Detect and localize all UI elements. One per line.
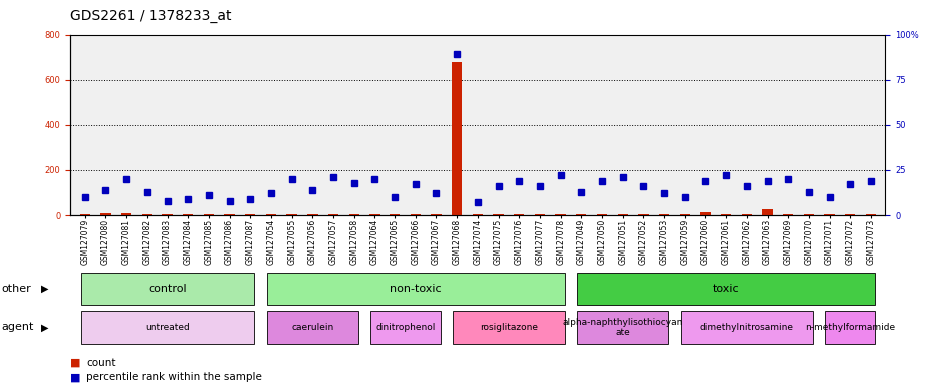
Bar — [266, 214, 276, 215]
Bar — [453, 311, 564, 344]
Text: ▶: ▶ — [41, 322, 49, 333]
Bar — [369, 214, 379, 215]
Bar — [286, 214, 297, 215]
Text: control: control — [148, 284, 186, 294]
Text: count: count — [86, 358, 115, 368]
Bar — [762, 209, 772, 215]
Bar — [100, 213, 110, 215]
Text: toxic: toxic — [712, 284, 739, 294]
Bar — [451, 62, 461, 215]
Bar — [825, 311, 874, 344]
Bar — [803, 214, 813, 215]
Bar — [514, 214, 524, 215]
Bar — [348, 214, 358, 215]
Text: caerulein: caerulein — [291, 323, 333, 332]
Bar — [555, 214, 565, 215]
Text: ▶: ▶ — [41, 284, 49, 294]
Bar — [679, 214, 689, 215]
Bar — [162, 214, 172, 215]
Bar — [680, 311, 812, 344]
Bar — [534, 214, 545, 215]
Bar — [844, 214, 855, 215]
Bar — [577, 273, 874, 305]
Bar — [431, 214, 441, 215]
Bar — [410, 214, 420, 215]
Text: other: other — [2, 284, 32, 294]
Text: n-methylformamide: n-methylformamide — [804, 323, 895, 332]
Bar — [699, 212, 709, 215]
Bar — [80, 273, 255, 305]
Bar — [141, 214, 152, 215]
Text: non-toxic: non-toxic — [389, 284, 441, 294]
Bar — [472, 214, 483, 215]
Text: untreated: untreated — [145, 323, 190, 332]
Bar — [328, 214, 338, 215]
Bar — [80, 214, 90, 215]
Text: ■: ■ — [70, 372, 80, 382]
Bar — [576, 214, 586, 215]
Text: alpha-naphthylisothiocyan
ate: alpha-naphthylisothiocyan ate — [562, 318, 682, 337]
Bar — [617, 214, 627, 215]
Bar — [225, 214, 235, 215]
Text: rosiglitazone: rosiglitazone — [479, 323, 537, 332]
Text: dimethylnitrosamine: dimethylnitrosamine — [699, 323, 793, 332]
Bar — [267, 273, 564, 305]
Bar — [824, 214, 834, 215]
Text: ■: ■ — [70, 358, 80, 368]
Bar — [493, 214, 504, 215]
Bar — [245, 214, 256, 215]
Bar — [658, 214, 668, 215]
Bar — [80, 311, 255, 344]
Text: dinitrophenol: dinitrophenol — [374, 323, 435, 332]
Bar — [720, 214, 730, 215]
Bar — [183, 214, 193, 215]
Bar — [577, 311, 667, 344]
Bar — [370, 311, 440, 344]
Bar — [121, 213, 131, 215]
Text: percentile rank within the sample: percentile rank within the sample — [86, 372, 262, 382]
Text: agent: agent — [2, 322, 35, 333]
Bar — [865, 214, 875, 215]
Bar — [267, 311, 358, 344]
Text: GDS2261 / 1378233_at: GDS2261 / 1378233_at — [70, 9, 231, 23]
Bar — [782, 214, 793, 215]
Bar — [596, 214, 607, 215]
Bar — [637, 214, 648, 215]
Bar — [203, 214, 213, 215]
Bar — [389, 214, 400, 215]
Bar — [307, 214, 317, 215]
Bar — [741, 214, 752, 215]
